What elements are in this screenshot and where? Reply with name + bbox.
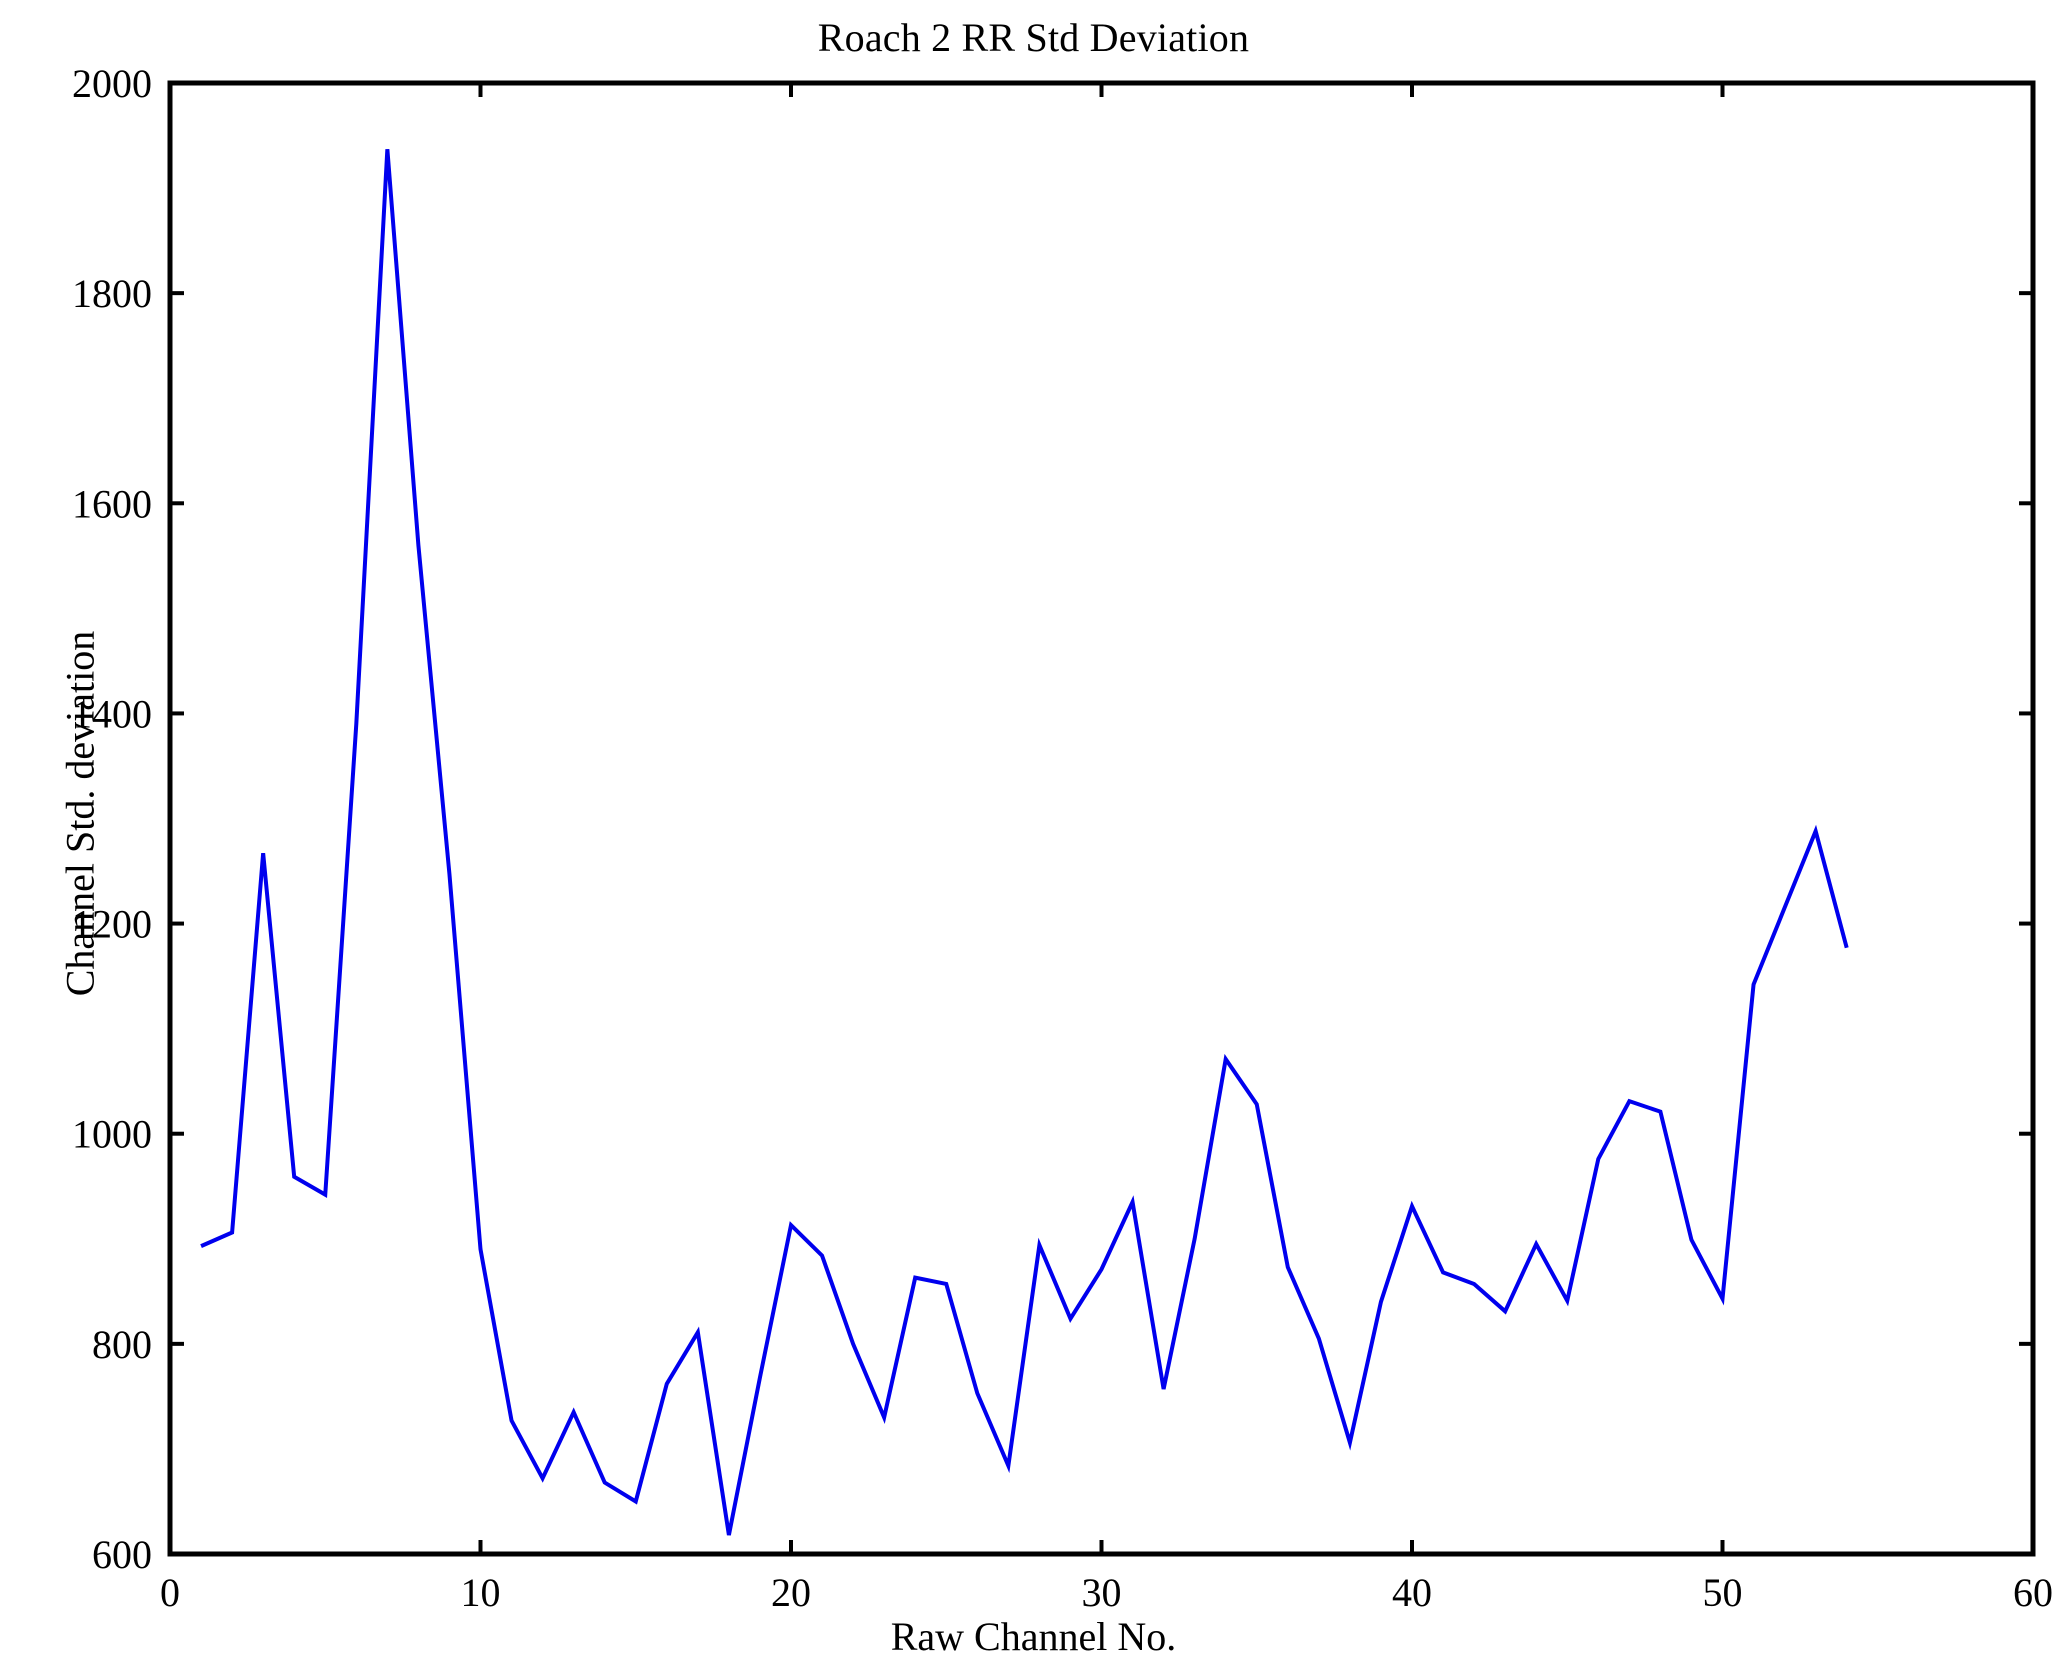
x-tick-label: 10	[461, 1570, 501, 1615]
tick-marks	[168, 81, 2035, 1556]
y-tick-label: 1800	[72, 271, 152, 316]
y-tick-label: 1000	[72, 1112, 152, 1157]
axis-box	[167, 80, 2036, 1557]
x-tick-label: 40	[1392, 1570, 1432, 1615]
y-axis-label: Channel Std. deviation	[57, 630, 103, 997]
x-tick-label: 60	[2013, 1570, 2053, 1615]
data-line-series	[200, 149, 1849, 1536]
x-tick-labels: 0 10 20 30 40 50 60	[160, 1570, 2053, 1615]
y-tick-label: 600	[92, 1532, 152, 1577]
x-tick-label: 50	[1703, 1570, 1743, 1615]
x-tick-label: 0	[160, 1570, 180, 1615]
y-tick-label: 1400	[72, 691, 152, 736]
axis-frame	[167, 80, 2036, 1557]
y-tick-label: 2000	[72, 61, 152, 106]
x-axis-label: Raw Channel No.	[890, 1614, 1177, 1659]
y-tick-label: 1200	[72, 902, 152, 947]
y-tick-label: 800	[92, 1322, 152, 1367]
data-series-group	[200, 149, 1849, 1536]
y-tick-label: 1600	[72, 481, 152, 526]
y-tick-labels: 2000 1800 1600 1400 1200 1000 800 600	[72, 61, 152, 1577]
x-tick-label: 20	[771, 1570, 811, 1615]
chart-title: Roach 2 RR Std Deviation	[817, 15, 1250, 60]
x-tick-label: 30	[1082, 1570, 1122, 1615]
